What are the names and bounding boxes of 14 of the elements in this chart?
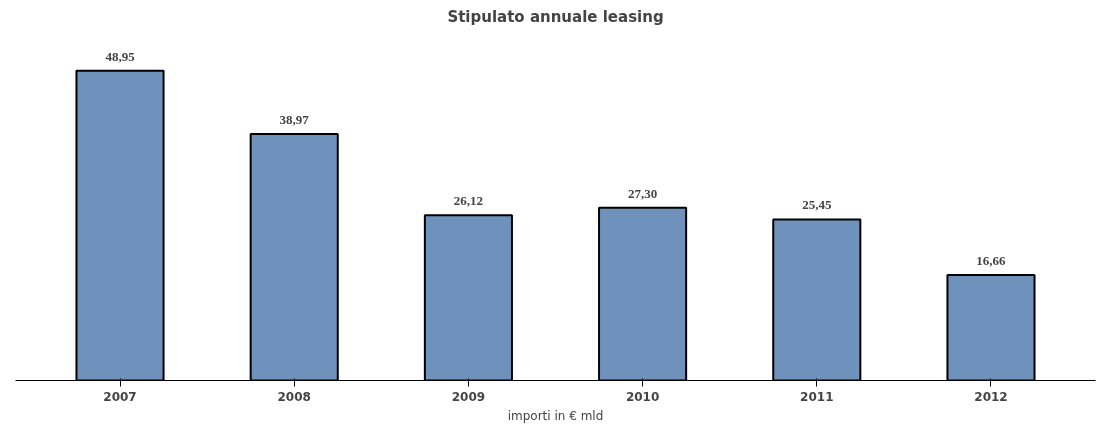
x-tick-label: 2010 [625,389,660,404]
data-label: 25,45 [802,197,832,213]
data-label: 26,12 [453,193,484,209]
x-tick-label: 2011 [800,389,834,404]
x-tick-label: 2008 [277,389,311,404]
data-label: 16,66 [976,253,1007,269]
x-tick-label: 2012 [974,389,1008,404]
data-label: 38,97 [279,111,310,127]
x-axis-title: importi in € mld [507,408,604,423]
x-tick-label: 2009 [451,389,486,404]
chart-title: Stipulato annuale leasing [447,7,664,26]
data-label: 27,30 [627,185,658,201]
x-tick-label: 2007 [103,389,137,404]
data-label: 48,95 [105,48,136,64]
